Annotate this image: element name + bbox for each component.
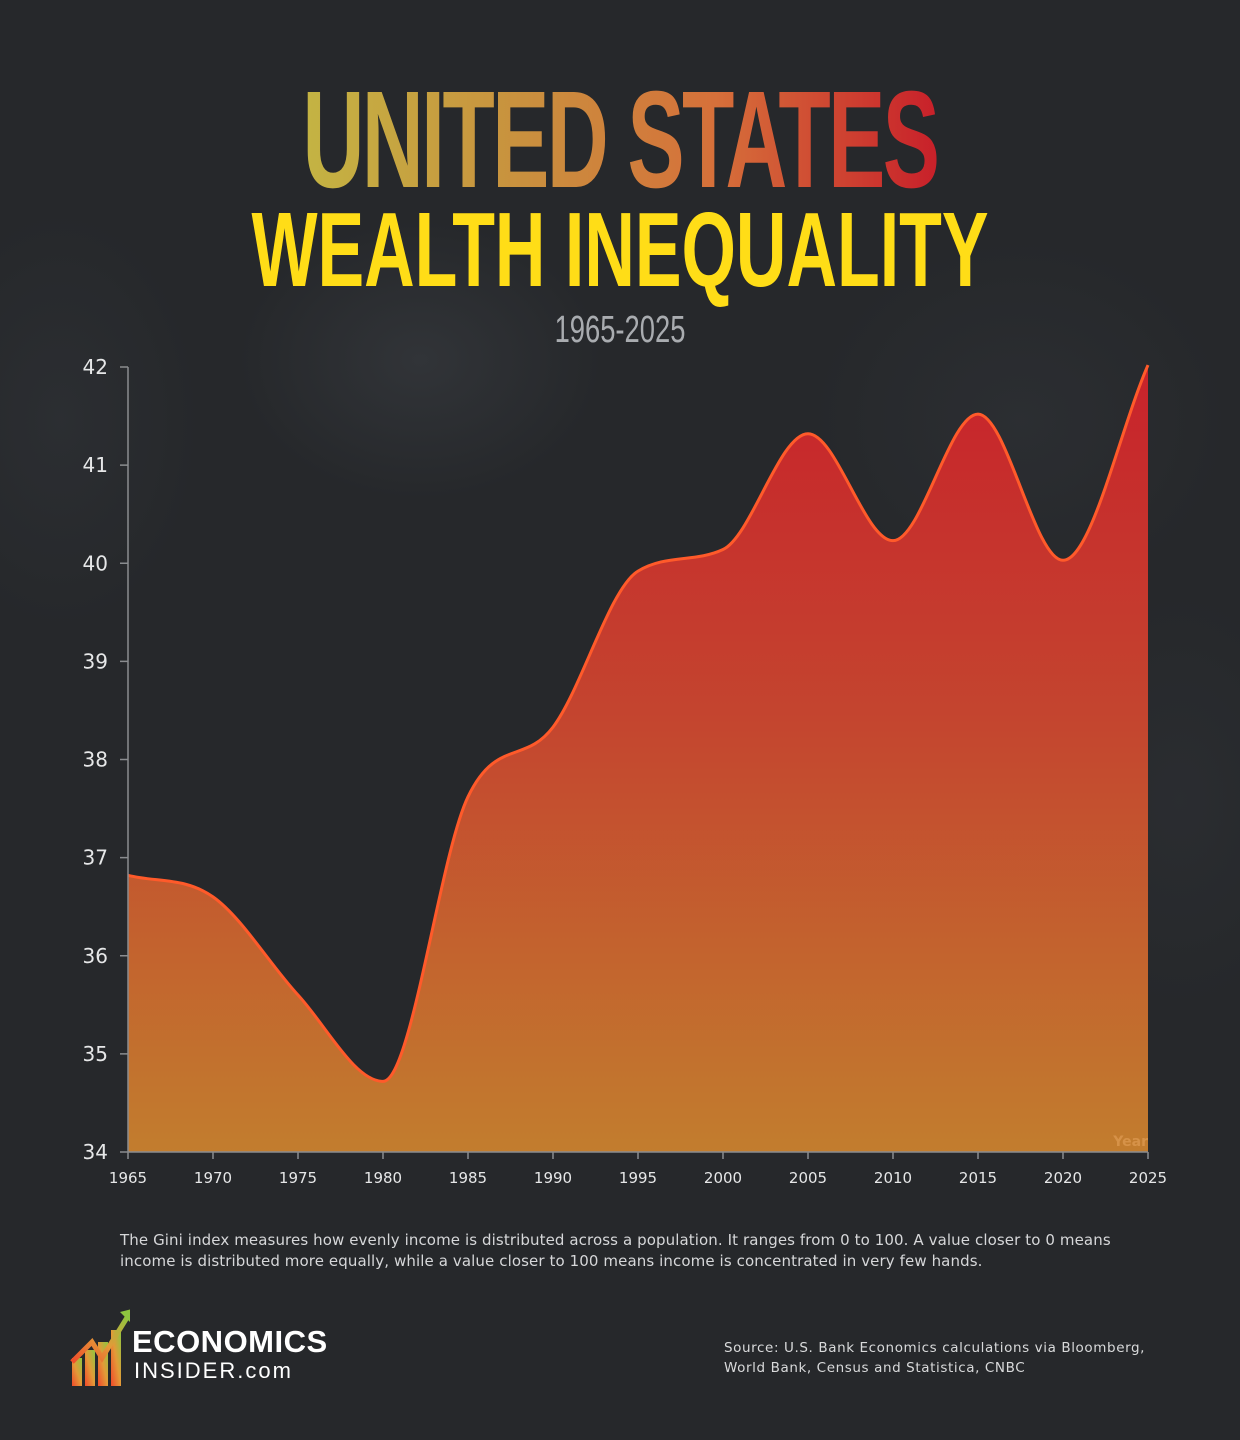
x-tick-label: 2000 [704,1169,742,1187]
y-axis: 34 35 36 37 38 39 40 41 42 [83,355,129,1164]
x-tick-label: 1965 [109,1169,147,1187]
y-tick-label: 42 [83,355,108,379]
y-tick-label: 40 [83,551,108,575]
y-tick-label: 36 [83,944,108,968]
y-tick-label: 39 [83,649,108,673]
growth-chart-icon [70,1308,136,1386]
area-fill [128,365,1148,1153]
data-line [127,364,1150,1083]
subtitle-years: 1965-2025 [554,309,686,351]
y-tick-label: 38 [83,748,108,772]
y-tick-label: 37 [83,846,108,870]
source-citation: Source: U.S. Bank Economics calculations… [724,1340,1146,1376]
y-tick-label: 34 [83,1140,108,1164]
title-line-2: WEALTH INEQUALITY [251,191,989,309]
x-tick-label: 2020 [1044,1169,1082,1187]
title-line-1: UNITED STATES [302,63,940,217]
logo-text-economics: ECONOMICS [132,1324,328,1359]
x-tick-label: 2025 [1129,1169,1167,1187]
x-axis-title: Year [1112,1134,1148,1150]
logo-text-insider: INSIDER.com [134,1358,293,1383]
x-tick-label: 1990 [534,1169,572,1187]
x-tick-label: 2010 [874,1169,912,1187]
x-axis: 1965 1970 1975 1980 1985 1990 1995 2000 2005 2010… [109,1151,1167,1187]
x-tick-label: 1995 [619,1169,657,1187]
y-tick-label: 35 [83,1042,108,1066]
x-tick-label: 2015 [959,1169,997,1187]
economics-insider-logo[interactable]: ECONOMICS INSIDER.com [70,1306,350,1392]
x-tick-label: 1975 [279,1169,317,1187]
x-tick-label: 1980 [364,1169,402,1187]
x-tick-label: 1985 [449,1169,487,1187]
y-tick-label: 41 [83,453,108,477]
gini-explanation: The Gini index measures how evenly incom… [120,1231,1111,1270]
x-tick-label: 2005 [789,1169,827,1187]
x-tick-label: 1970 [194,1169,232,1187]
